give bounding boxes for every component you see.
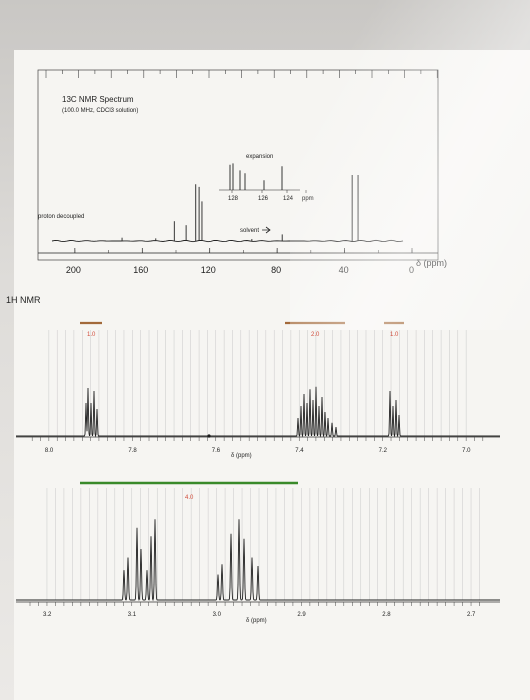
h1-aliphatic-axis-tick-label: 2.8 [382, 612, 391, 618]
h1-aromatic-trace [16, 386, 500, 438]
h1-aromatic-integrals: 1.0 2.0 1.0 [80, 321, 404, 338]
c13-expansion-ticks: 128 126 124 ppm [228, 190, 314, 202]
c13-axis-tick-label: 0 [409, 265, 414, 275]
h1-aromatic-axis-tick-label: 7.0 [462, 448, 471, 454]
c13-expansion-label: expansion [246, 154, 273, 160]
c13-trace [51, 239, 404, 243]
c13-axis-tick-label: 80 [271, 265, 281, 275]
h1-aromatic-axis-tick-label: 8.0 [45, 448, 54, 454]
h1-aliphatic-axis-unit: δ (ppm) [246, 618, 267, 624]
h1-aromatic-integral-value: 1.0 [87, 332, 96, 338]
c13-expansion-peaks [229, 163, 283, 190]
c13-frame [37, 69, 439, 261]
h1-aliphatic-axis-tick-label: 3.2 [43, 612, 52, 618]
h1-aliphatic-axis-ticks: 3.2 3.1 3.0 2.9 2.8 2.7 [29, 602, 480, 618]
c13-mode-label: proton decoupled [38, 214, 84, 220]
h1-aromatic-integral-value: 2.0 [311, 332, 320, 338]
c13-subtitle: (100.0 MHz, CDCl3 solution) [62, 108, 138, 114]
h1-aromatic-axis-tick-label: 7.2 [379, 448, 388, 454]
solvent-arrow-icon [262, 226, 271, 234]
c13-expansion-tick-label: 128 [228, 196, 239, 202]
c13-solvent-label: solvent [240, 228, 259, 234]
paper-sheet [14, 50, 530, 700]
c13-axis-tick-label: 120 [201, 265, 216, 275]
c13-title: 13C NMR Spectrum [62, 95, 134, 104]
h1-aliphatic-grid [46, 488, 480, 600]
c13-expansion-tick-label: 124 [283, 196, 294, 202]
h1-title: 1H NMR [6, 295, 41, 305]
h1-aliphatic-axis-tick-label: 2.7 [467, 612, 476, 618]
h1-aromatic-axis-ticks: 8.0 7.8 7.6 7.4 7.2 7.0 [31, 437, 484, 454]
c13-axis-tick-label: 200 [66, 265, 81, 275]
c13-top-ticks [45, 70, 438, 78]
c13-spectrum: 13C NMR Spectrum (100.0 MHz, CDCl3 solut… [37, 69, 447, 275]
c13-axis-tick-label: 40 [339, 265, 349, 275]
h1-aliphatic-trace [16, 519, 500, 602]
h1-aromatic-axis-tick-label: 7.8 [128, 448, 137, 454]
h1-aromatic-panel: 8.0 7.8 7.6 7.4 7.2 7.0 δ (ppm) 1.0 2.0 1.0 [16, 321, 500, 459]
h1-aliphatic-axis-tick-label: 3.1 [128, 612, 137, 618]
c13-axis-ticks: 200 160 120 80 40 0 [66, 248, 414, 275]
h1-aliphatic-axis-tick-label: 3.0 [213, 612, 222, 618]
h1-aliphatic-axis-tick-label: 2.9 [297, 612, 306, 618]
h1-aromatic-grid [48, 330, 467, 436]
c13-expansion-tick-label: ppm [302, 196, 314, 202]
h1-aliphatic-integral-value: 4.0 [185, 495, 194, 501]
c13-expansion-tick-label: 126 [258, 196, 269, 202]
h1-aromatic-axis-tick-label: 7.6 [212, 448, 221, 454]
h1-aromatic-axis-unit: δ (ppm) [231, 453, 252, 459]
c13-peaks [121, 175, 359, 241]
c13-axis-tick-label: 160 [133, 265, 148, 275]
c13-axis-unit: δ (ppm) [416, 258, 447, 268]
h1-aromatic-integral-value: 1.0 [390, 332, 399, 338]
h1-aromatic-axis-tick-label: 7.4 [295, 448, 304, 454]
h1-aliphatic-panel: 3.2 3.1 3.0 2.9 2.8 2.7 δ (ppm) 4.0 [16, 481, 500, 624]
